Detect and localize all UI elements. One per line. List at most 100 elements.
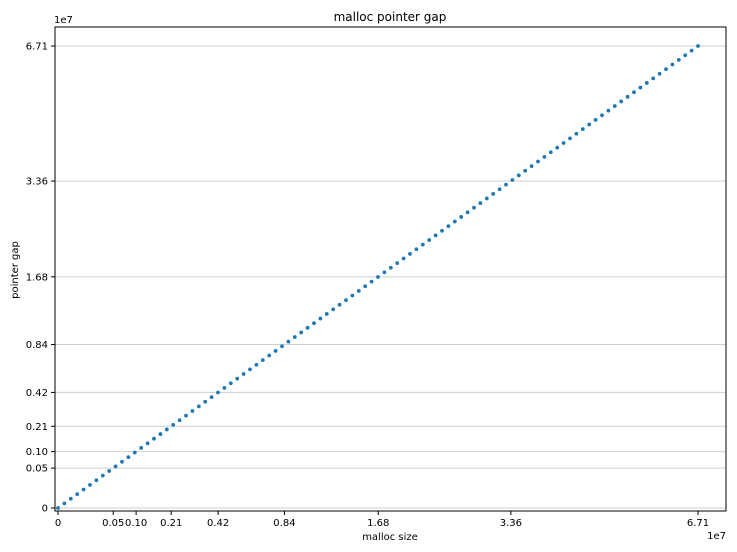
data-point bbox=[491, 191, 496, 196]
data-point bbox=[75, 492, 80, 497]
data-point bbox=[574, 131, 579, 136]
x-tick-label: 1.68 bbox=[367, 518, 389, 529]
data-point bbox=[56, 506, 60, 510]
y-tick-label: 0.10 bbox=[26, 447, 48, 458]
data-point bbox=[670, 62, 675, 67]
y-tick-label: 6.71 bbox=[26, 42, 48, 53]
data-point bbox=[548, 150, 553, 155]
data-point bbox=[478, 201, 483, 205]
data-point bbox=[632, 90, 636, 95]
data-point bbox=[459, 215, 464, 219]
data-point bbox=[286, 339, 291, 344]
data-point bbox=[248, 367, 252, 372]
data-point bbox=[190, 409, 195, 413]
data-point bbox=[465, 210, 470, 215]
data-point bbox=[184, 413, 188, 418]
data-point bbox=[139, 446, 144, 450]
data-point bbox=[472, 205, 476, 210]
y-tick-label: 0 bbox=[42, 504, 48, 515]
data-point bbox=[529, 164, 534, 169]
data-point bbox=[593, 118, 598, 122]
data-point bbox=[651, 76, 656, 81]
data-point bbox=[580, 127, 585, 132]
data-point bbox=[382, 270, 387, 275]
data-point bbox=[555, 145, 560, 150]
data-point bbox=[523, 168, 528, 173]
data-point bbox=[497, 187, 502, 192]
grid-lines bbox=[55, 45, 726, 509]
data-point bbox=[68, 496, 73, 501]
data-point bbox=[587, 122, 592, 127]
data-point bbox=[420, 242, 425, 247]
data-point bbox=[440, 228, 444, 233]
data-point bbox=[177, 418, 182, 423]
data-point bbox=[273, 349, 278, 353]
data-point bbox=[510, 178, 515, 182]
data-point bbox=[88, 483, 92, 487]
data-point bbox=[324, 312, 329, 316]
data-point bbox=[196, 404, 201, 409]
data-point bbox=[606, 108, 611, 113]
data-point bbox=[132, 450, 137, 455]
data-point bbox=[62, 501, 67, 506]
data-point bbox=[350, 293, 355, 298]
data-point bbox=[113, 464, 118, 469]
data-point bbox=[299, 330, 304, 335]
data-point bbox=[260, 358, 265, 363]
data-point bbox=[203, 399, 208, 404]
data-point bbox=[446, 224, 451, 229]
data-point bbox=[344, 298, 348, 302]
data-point bbox=[657, 71, 662, 76]
x-axis-offset-label: 1e7 bbox=[707, 531, 726, 542]
data-point bbox=[164, 427, 169, 432]
data-point bbox=[158, 432, 163, 436]
data-point bbox=[401, 256, 406, 261]
x-tick-label: 3.36 bbox=[500, 518, 522, 529]
data-point bbox=[107, 469, 112, 473]
data-point bbox=[126, 455, 131, 460]
data-point bbox=[612, 104, 617, 108]
data-point bbox=[331, 307, 336, 312]
data-point bbox=[561, 141, 566, 145]
data-point bbox=[305, 325, 310, 330]
x-tick-label: 0.42 bbox=[207, 518, 229, 529]
data-point bbox=[484, 196, 489, 201]
data-point bbox=[664, 67, 668, 71]
data-point bbox=[292, 335, 297, 339]
data-point bbox=[222, 385, 227, 390]
data-point bbox=[504, 182, 508, 187]
data-point bbox=[337, 302, 342, 307]
data-point bbox=[171, 422, 176, 427]
data-point bbox=[209, 395, 214, 400]
data-point bbox=[94, 478, 99, 483]
data-point bbox=[683, 53, 688, 58]
y-tick-label: 0.84 bbox=[26, 340, 48, 351]
data-point bbox=[388, 265, 393, 270]
data-point bbox=[376, 275, 380, 279]
data-points bbox=[56, 44, 700, 510]
x-tick-label: 0 bbox=[55, 518, 61, 529]
data-point bbox=[600, 113, 604, 118]
data-point bbox=[312, 321, 316, 326]
data-point bbox=[644, 81, 649, 85]
y-axis-offset-label: 1e7 bbox=[54, 15, 73, 26]
data-point bbox=[568, 136, 572, 141]
data-point bbox=[145, 441, 150, 446]
data-point bbox=[363, 284, 368, 289]
data-point bbox=[280, 344, 284, 349]
data-point bbox=[408, 252, 412, 256]
data-point bbox=[414, 247, 419, 252]
y-tick-label: 3.36 bbox=[26, 177, 48, 188]
data-point bbox=[254, 362, 259, 367]
data-point bbox=[152, 436, 156, 441]
y-axis-label: pointer gap bbox=[10, 241, 21, 299]
y-axis-ticks: 0 0.05 0.10 0.21 0.42 0.84 1.68 3.36 6.71 bbox=[26, 42, 55, 515]
data-point bbox=[267, 353, 272, 358]
chart-title: malloc pointer gap bbox=[334, 10, 447, 24]
data-point bbox=[369, 279, 374, 284]
x-tick-label: 0.05 bbox=[102, 518, 124, 529]
data-point bbox=[235, 376, 240, 381]
y-tick-label: 1.68 bbox=[26, 272, 48, 283]
data-point bbox=[318, 316, 323, 321]
